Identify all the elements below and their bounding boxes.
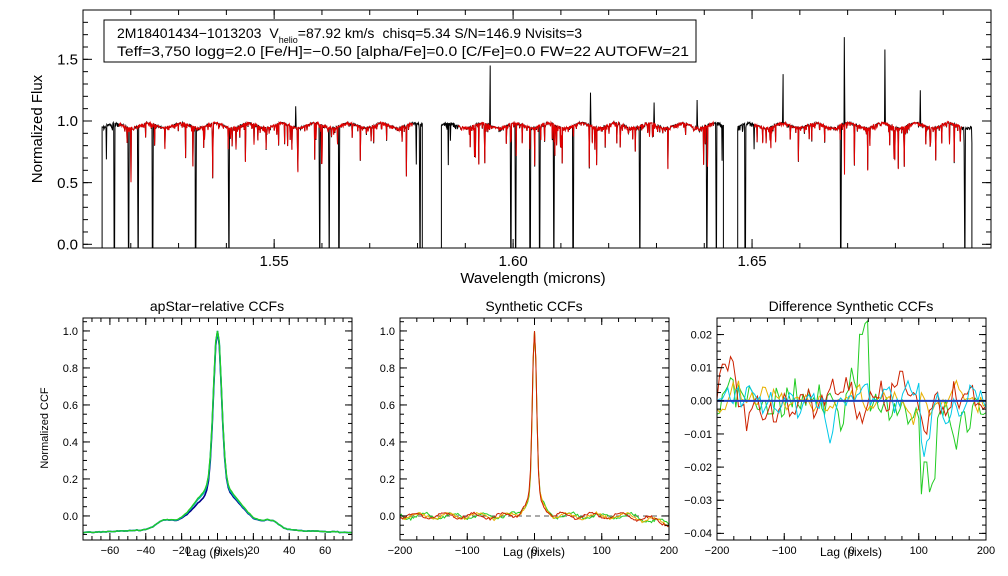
y-tick-label: −0.01 bbox=[684, 429, 712, 441]
ccf-apstar-title: apStar−relative CCFs bbox=[150, 298, 284, 314]
ccf-apstar-series-line bbox=[83, 330, 352, 534]
ccf-apstar-frame bbox=[82, 317, 353, 541]
ccf-synthetic-ticks: −200 −100 0 100 200 0.0 0.2 0.4 0.6 0.8 1.0 bbox=[380, 318, 678, 557]
ccf-difference-series-line bbox=[717, 355, 986, 436]
y-tick-label: −0.04 bbox=[684, 528, 712, 540]
ccf-difference-plot-area bbox=[717, 319, 986, 495]
y-tick-label: 0.5 bbox=[57, 175, 78, 192]
y-tick-label: 0.00 bbox=[691, 396, 712, 408]
y-tick-label: −0.02 bbox=[684, 462, 712, 474]
x-tick-label: −200 bbox=[705, 545, 730, 557]
vhelio-prefix: V bbox=[269, 25, 279, 41]
y-tick-label: 0.0 bbox=[63, 511, 78, 523]
x-tick-label: 200 bbox=[977, 545, 995, 557]
y-tick-label: 0.8 bbox=[380, 363, 395, 375]
spectrum-frame bbox=[82, 9, 992, 249]
annotation-line-2: Teff=3,750 logg=2.0 [Fe/H]=−0.50 [alpha/… bbox=[117, 43, 689, 59]
spectrum-ylabel: Normalized Flux bbox=[29, 74, 46, 183]
ccf-synthetic-series-line bbox=[400, 330, 669, 528]
ccf-synthetic-series-line bbox=[400, 330, 669, 528]
y-tick-label: 0.2 bbox=[380, 474, 395, 486]
annotation-box bbox=[103, 19, 697, 63]
x-tick-label: 20 bbox=[247, 545, 259, 557]
y-tick-label: 1.0 bbox=[380, 326, 395, 338]
spectrum-xlabel: Wavelength (microns) bbox=[460, 270, 605, 287]
x-tick-label: 0 bbox=[531, 545, 537, 557]
ccf-difference-series-line bbox=[717, 379, 986, 425]
ccf-difference-ticks: −200 −100 0 100 200 −0.04 −0.03 −0.02 −0.01 0.00 0… bbox=[684, 317, 995, 557]
y-tick-label: 1.0 bbox=[57, 113, 78, 130]
x-tick-label: −40 bbox=[136, 545, 155, 557]
spectrum-model-line bbox=[457, 120, 714, 170]
x-tick-label: 100 bbox=[593, 545, 611, 557]
y-tick-label: 0.8 bbox=[63, 363, 78, 375]
y-tick-label: 0.01 bbox=[691, 363, 712, 375]
spectrum-ticks: 1.55 1.60 1.65 0.0 0.5 1.0 1.5 bbox=[57, 10, 991, 270]
ccf-apstar-ylabel: Normalized CCF bbox=[39, 387, 51, 469]
ccf-apstar-plot-area bbox=[83, 330, 352, 534]
y-tick-label: 1.5 bbox=[57, 52, 78, 69]
y-tick-label: 0.0 bbox=[380, 511, 395, 523]
vhelio-subscript: helio bbox=[279, 35, 298, 45]
x-tick-label: −20 bbox=[172, 545, 191, 557]
spectrum-model-line bbox=[118, 120, 413, 183]
spectrum-panel: 1.55 1.60 1.65 0.0 0.5 1.0 1.5 Wavelength (mic… bbox=[29, 9, 992, 287]
x-tick-label: 0 bbox=[214, 545, 220, 557]
ccf-difference-xlabel: Lag (pixels) bbox=[820, 545, 882, 559]
fit-stats: chisq=5.34 S/N=146.9 Nvisits=3 bbox=[382, 25, 582, 41]
ccf-synthetic-panel: −200 −100 0 100 200 0.0 0.2 0.4 0.6 0.8 1.0 Synthe… bbox=[380, 298, 678, 559]
ccf-apstar-series-line bbox=[83, 330, 352, 534]
x-tick-label: −200 bbox=[388, 545, 413, 557]
ccf-synthetic-series-line bbox=[400, 330, 669, 525]
ccf-difference-panel: −200 −100 0 100 200 −0.04 −0.03 −0.02 −0.01 0.00 0… bbox=[684, 298, 995, 559]
y-tick-label: 0.6 bbox=[380, 400, 395, 412]
ccf-difference-frame bbox=[716, 317, 987, 541]
y-tick-label: 0.0 bbox=[57, 237, 78, 254]
y-tick-label: 0.6 bbox=[63, 400, 78, 412]
ccf-apstar-ticks: −60 −40 −20 0 20 40 60 0.0 0.2 0.4 0.6 0.8 1.0 bbox=[63, 318, 353, 557]
x-tick-label: 1.55 bbox=[260, 253, 289, 270]
ccf-synthetic-plot-area bbox=[400, 330, 669, 528]
y-tick-label: 0.4 bbox=[380, 437, 395, 449]
x-tick-label: 60 bbox=[319, 545, 331, 557]
x-tick-label: 200 bbox=[660, 545, 678, 557]
ccf-synthetic-xlabel: Lag (pixels) bbox=[503, 545, 565, 559]
x-tick-label: 40 bbox=[283, 545, 295, 557]
ccf-difference-title: Difference Synthetic CCFs bbox=[769, 298, 934, 314]
vhelio-value: =87.92 km/s bbox=[298, 25, 375, 41]
y-tick-label: 0.4 bbox=[63, 437, 78, 449]
x-tick-label: −100 bbox=[455, 545, 480, 557]
x-tick-label: 1.60 bbox=[499, 253, 528, 270]
ccf-apstar-xlabel: Lag (pixels) bbox=[186, 545, 248, 559]
y-tick-label: 0.2 bbox=[63, 474, 78, 486]
ccf-synthetic-title: Synthetic CCFs bbox=[485, 298, 582, 314]
annotation-line-1: 2M18401434−1013203 Vhelio=87.92 km/s chisq… bbox=[117, 25, 582, 45]
x-tick-label: −100 bbox=[772, 545, 797, 557]
ccf-difference-series-line bbox=[717, 379, 986, 457]
x-tick-label: −60 bbox=[101, 545, 120, 557]
x-tick-label: 100 bbox=[910, 545, 928, 557]
ccf-apstar-panel: −60 −40 −20 0 20 40 60 0.0 0.2 0.4 0.6 0.8 1.0 apSta… bbox=[39, 298, 353, 559]
y-tick-label: −0.03 bbox=[684, 495, 712, 507]
star-id: 2M18401434−1013203 bbox=[117, 25, 262, 41]
spectrum-model-line bbox=[754, 120, 963, 175]
x-tick-label: 0 bbox=[848, 545, 854, 557]
spectrum-observed-line bbox=[440, 65, 724, 248]
spectrum-plot-area bbox=[101, 37, 973, 248]
x-tick-label: 1.65 bbox=[737, 253, 766, 270]
ccf-synthetic-frame bbox=[399, 317, 670, 541]
y-tick-label: 1.0 bbox=[63, 326, 78, 338]
y-tick-label: 0.02 bbox=[691, 329, 712, 341]
ccf-apstar-series-line bbox=[83, 330, 352, 534]
